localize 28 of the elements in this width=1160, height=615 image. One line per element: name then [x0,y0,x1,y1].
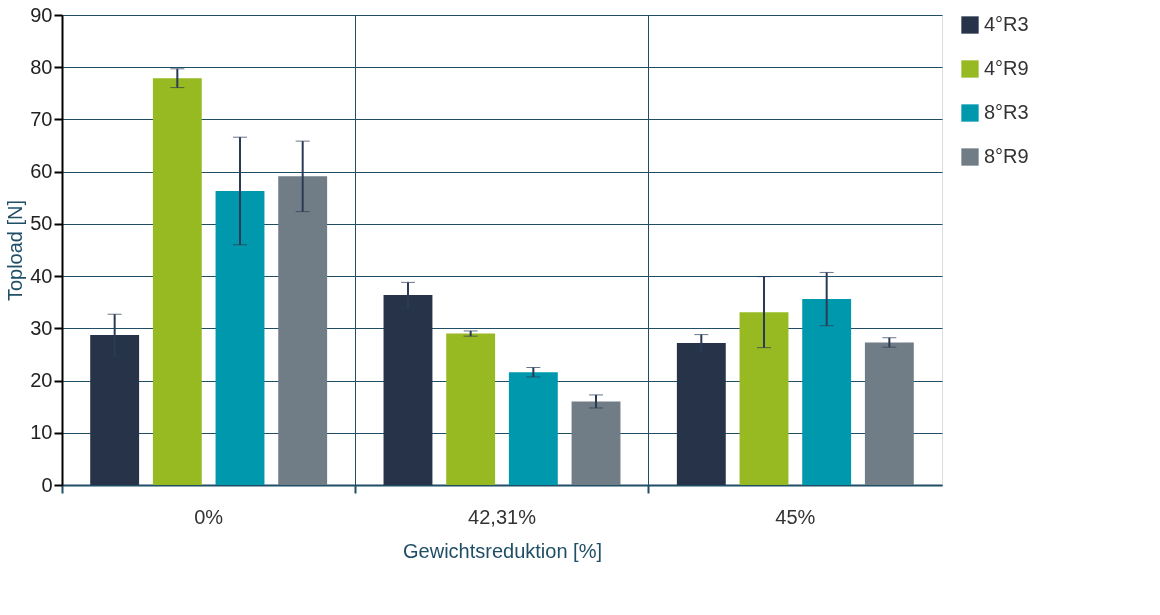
bar [802,299,852,485]
bar [571,401,621,485]
y-tick-label: 0 [41,473,53,496]
y-tick-label: 20 [30,369,53,392]
bar [739,312,789,485]
legend-label: 8°R9 [984,145,1029,167]
y-tick-label: 90 [30,3,53,26]
y-tick-label: 40 [30,264,53,287]
legend-label: 4°R9 [984,57,1029,79]
y-tick-label: 10 [30,421,53,444]
y-axis-title: Topload [N] [4,199,27,302]
x-tick-label: 45% [775,505,816,528]
x-tick-label: 42,31% [468,505,537,528]
x-axis-title: Gewichtsreduktion [%] [403,539,602,562]
y-tick-label: 60 [30,160,53,183]
y-tick-label: 70 [30,107,53,130]
x-tick-label: 0% [194,505,224,528]
bar [152,78,202,485]
legend-label: 8°R3 [984,101,1029,123]
bar [215,190,265,485]
y-tick-label: 30 [30,316,53,339]
legend-label: 4°R3 [984,13,1029,35]
bar [446,333,496,485]
bar [278,176,328,485]
bar [508,372,558,485]
y-tick-label: 80 [30,55,53,78]
y-tick-label: 50 [30,212,53,235]
bar [864,342,914,485]
